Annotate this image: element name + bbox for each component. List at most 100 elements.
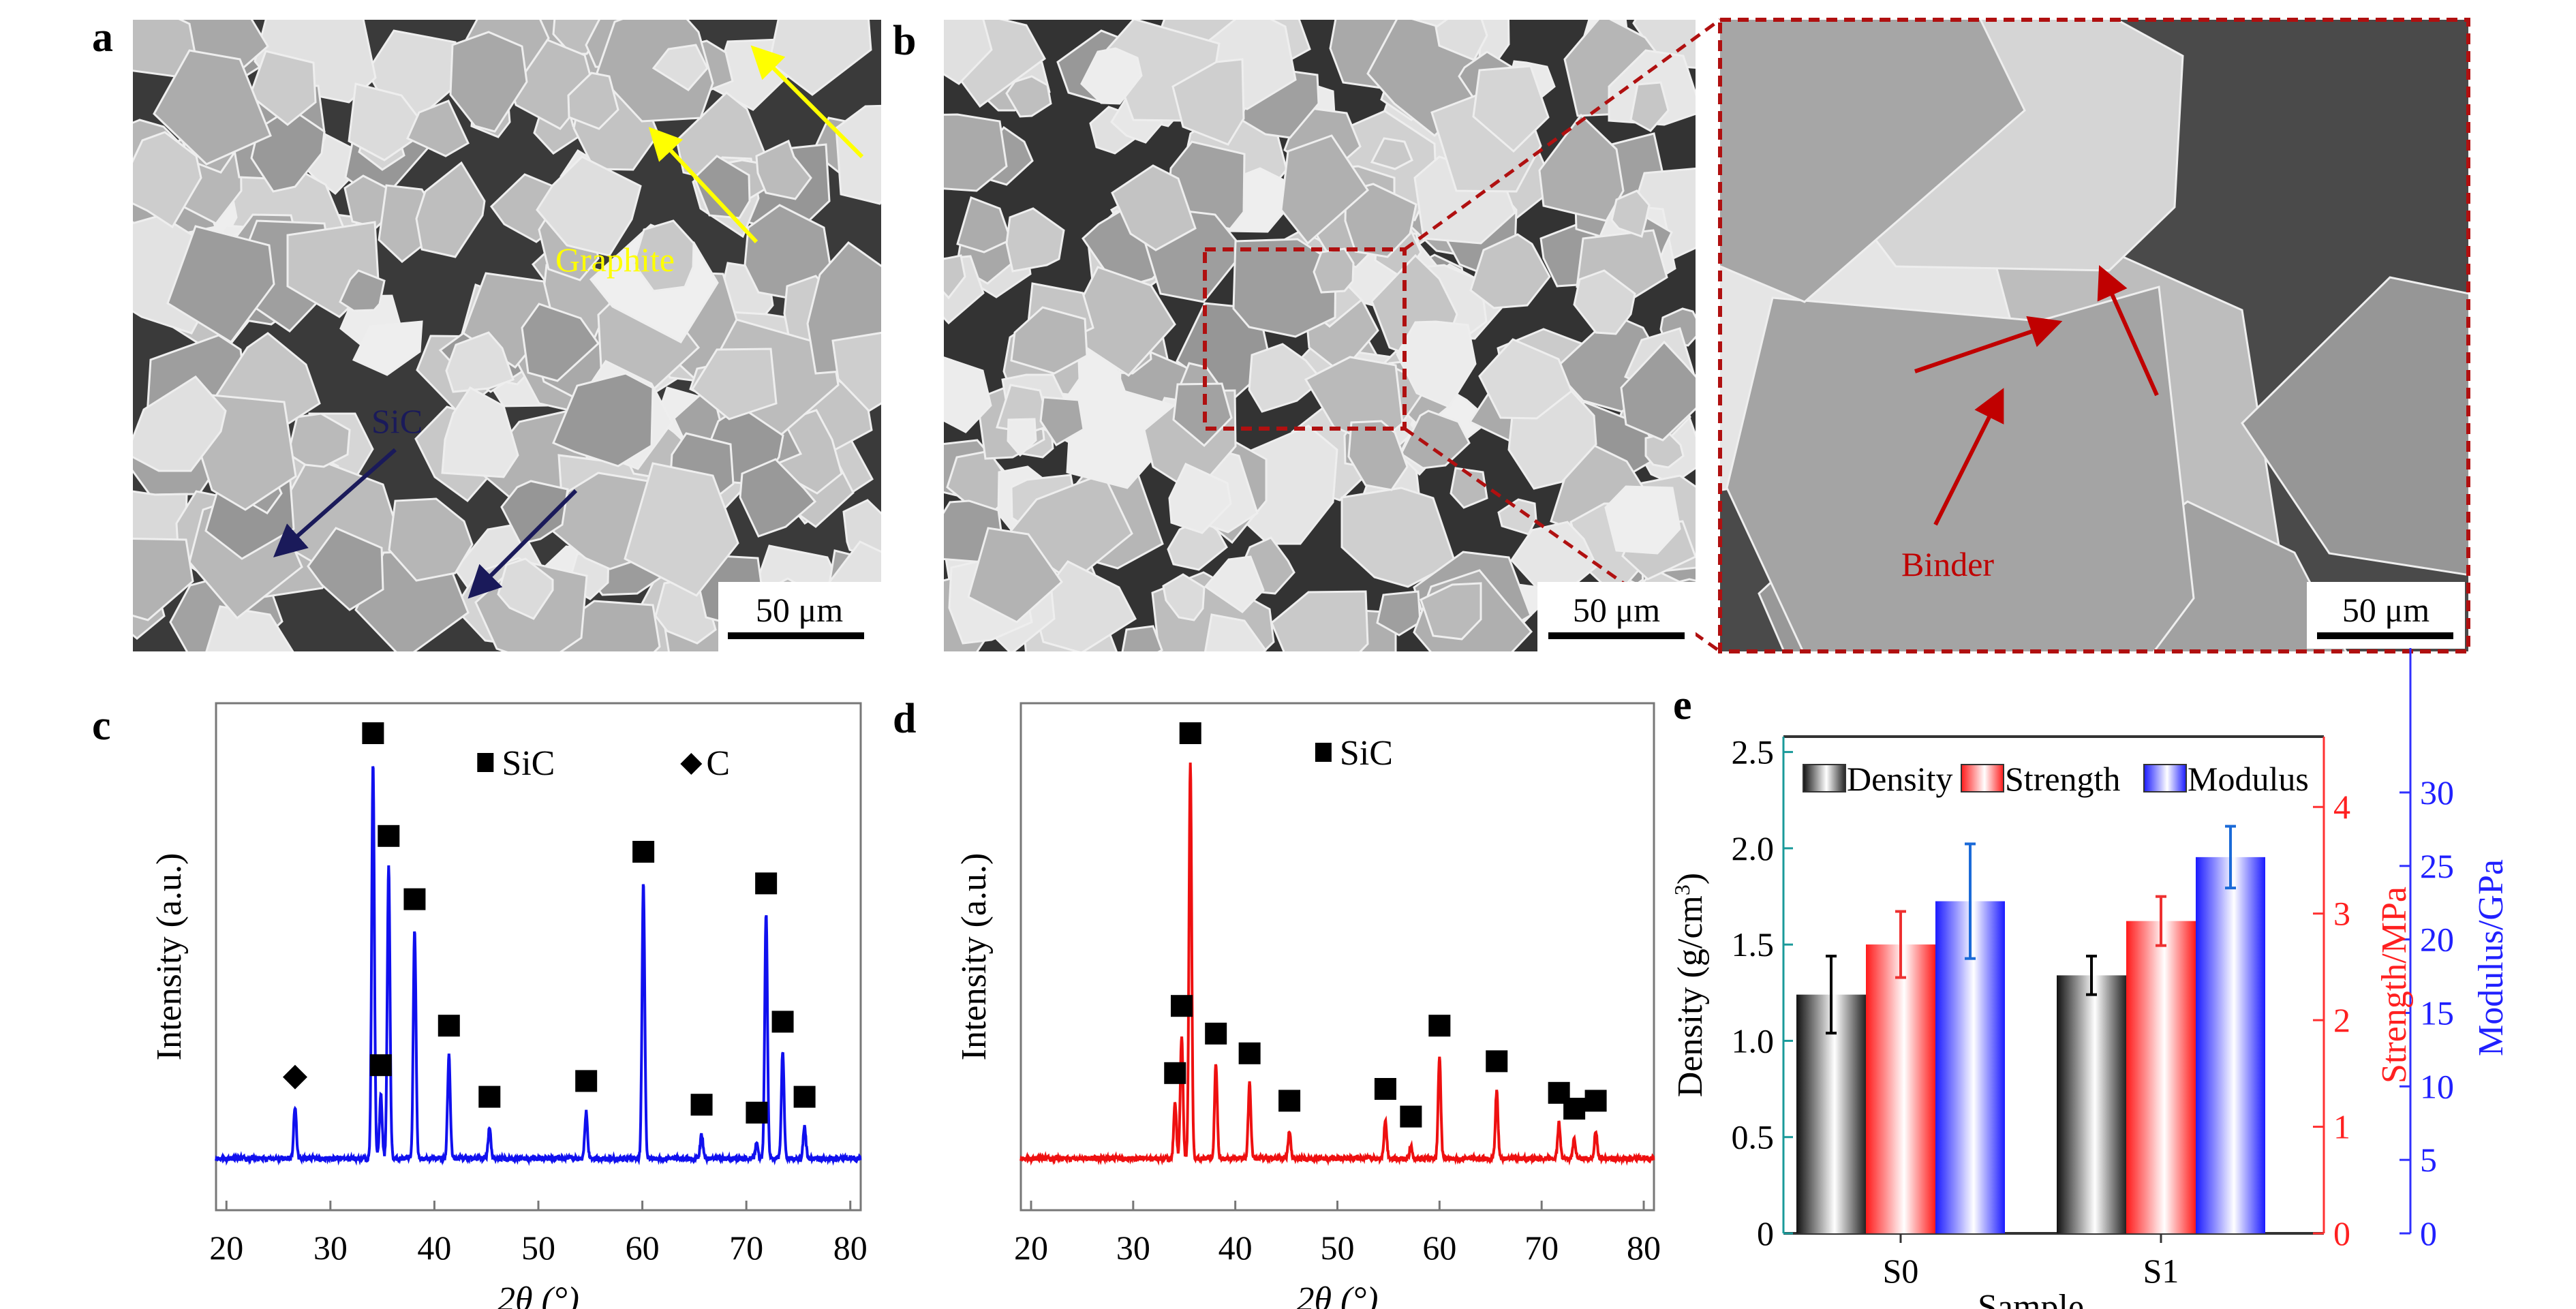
sic-particle: [1720, 20, 2026, 303]
sic-particle: [1376, 590, 1422, 636]
sic-particle: [1726, 286, 2195, 651]
legend-label: Modulus: [2188, 760, 2309, 798]
xrd-chart-d: 20 30 40 50 60 70 80 2θ (°) Intensity (a.u.) SiC: [955, 702, 1661, 1309]
xrd-chart-c: 20 30 40 50 60 70 80 2θ (°) Intensity (a.u.) SiC C: [150, 702, 868, 1309]
modulus-tick-label: 10: [2420, 1067, 2454, 1105]
legend-swatch-density: [1803, 764, 1846, 792]
panel-label-e: e: [1673, 682, 1692, 728]
sem-image-b: 50 μm: [944, 18, 1721, 653]
legend-marker-sic: [477, 753, 494, 772]
sic-particle: [567, 72, 619, 130]
sic-particle: [691, 348, 778, 420]
svg-text:50 μm: 50 μm: [756, 591, 843, 629]
x-tick-label: 30: [1116, 1229, 1150, 1267]
peak-marker-sic: [1400, 1105, 1422, 1128]
peak-marker-sic: [378, 825, 400, 847]
bar-strength: [1866, 944, 1935, 1233]
peak-marker-sic: [1238, 1042, 1261, 1064]
sic-particle: [1171, 58, 1245, 146]
sic-particle: [445, 331, 515, 393]
binder-arrow: [1933, 388, 2004, 526]
sic-particle: [166, 225, 275, 343]
panel-label-d: d: [893, 696, 916, 742]
peak-marker-sic: [1428, 1015, 1451, 1037]
strength-tick-label: 3: [2333, 895, 2350, 933]
peak-marker-sic: [1563, 1098, 1586, 1120]
sic-particle: [1340, 487, 1456, 588]
peak-marker-sic: [690, 1094, 713, 1116]
sic-particle: [967, 527, 1063, 623]
sic-particle: [835, 104, 881, 205]
sic-particle: [1469, 233, 1551, 309]
peak-marker-sic: [1278, 1090, 1301, 1112]
sic-particle: [831, 331, 881, 412]
graphite-arrow: [648, 127, 758, 244]
sic-particle: [133, 20, 199, 78]
scale-bar-b: 50 μm: [1537, 582, 1696, 651]
x-tick-label: 60: [1422, 1229, 1456, 1267]
x-tick-label: 20: [1014, 1229, 1048, 1267]
sic-particle: [944, 254, 966, 300]
sic-particle: [388, 497, 474, 582]
x-tick-label: 30: [313, 1229, 348, 1267]
density-tick-label: 1.5: [1732, 925, 1775, 964]
peak-marker-sic: [369, 1054, 392, 1077]
sic-particle: [1573, 269, 1636, 335]
sic-particle: [406, 99, 470, 157]
legend-label: Density: [1847, 760, 1953, 798]
legend-marker-sic: [1315, 743, 1332, 762]
sic-particle: [1005, 75, 1052, 118]
scale-bar-inset: 50 μm: [2307, 582, 2465, 649]
peak-marker-sic: [1584, 1090, 1607, 1112]
x-tick-label: 60: [626, 1229, 660, 1267]
sic-particle: [449, 31, 528, 133]
density-tick-label: 0: [1757, 1214, 1774, 1252]
sic-particle: [1629, 81, 1670, 132]
sic-particle: [1420, 582, 1482, 641]
modulus-tick-label: 25: [2420, 847, 2454, 885]
sic-particle: [2241, 276, 2468, 576]
x-axis-label: Sample: [1978, 1288, 2084, 1309]
peak-marker-sic: [1170, 995, 1193, 1017]
strength-axis-label: Strength/MPa: [2375, 887, 2414, 1083]
sic-particle: [536, 155, 642, 257]
svg-text:50 μm: 50 μm: [2342, 591, 2429, 629]
sic-particle: [521, 303, 600, 382]
sic-particle: [1162, 573, 1206, 621]
sic-particle: [1121, 625, 1163, 651]
sic-particle: [1010, 306, 1088, 375]
sic-particle: [1313, 247, 1355, 294]
x-tick-label: 70: [729, 1229, 763, 1267]
strength-tick-label: 1: [2333, 1108, 2350, 1146]
sic-particle: [205, 605, 294, 651]
density-tick-label: 1.0: [1732, 1021, 1775, 1060]
sic-particle: [1370, 137, 1413, 170]
peak-marker-sic: [1179, 722, 1201, 744]
peak-marker-sic: [771, 1011, 794, 1033]
sic-particle: [1172, 382, 1233, 448]
sic-particle: [944, 113, 1008, 192]
x-tick-label: 80: [833, 1229, 868, 1267]
sic-particle: [1472, 65, 1550, 153]
bar-modulus: [2196, 857, 2265, 1233]
category-label: S0: [1883, 1252, 1919, 1290]
strength-tick-label: 4: [2333, 788, 2350, 826]
sic-particle: [1280, 134, 1369, 245]
sic-particle: [500, 480, 569, 545]
sic-particle: [1080, 47, 1143, 105]
sic-particle: [133, 538, 194, 621]
sic-particle: [1248, 343, 1324, 413]
legend-label: SiC: [1340, 734, 1393, 773]
sic-label: SiC: [371, 402, 423, 440]
modulus-tick-label: 20: [2420, 921, 2454, 959]
panel-label-c: c: [92, 703, 111, 749]
graphite-arrow: [750, 45, 864, 159]
sic-particle: [1111, 164, 1197, 251]
sic-particle: [944, 20, 993, 85]
modulus-tick-label: 15: [2420, 994, 2454, 1032]
peak-marker-sic: [403, 888, 426, 910]
xrd-spectrum: [215, 766, 862, 1167]
sic-arrow: [273, 448, 397, 557]
